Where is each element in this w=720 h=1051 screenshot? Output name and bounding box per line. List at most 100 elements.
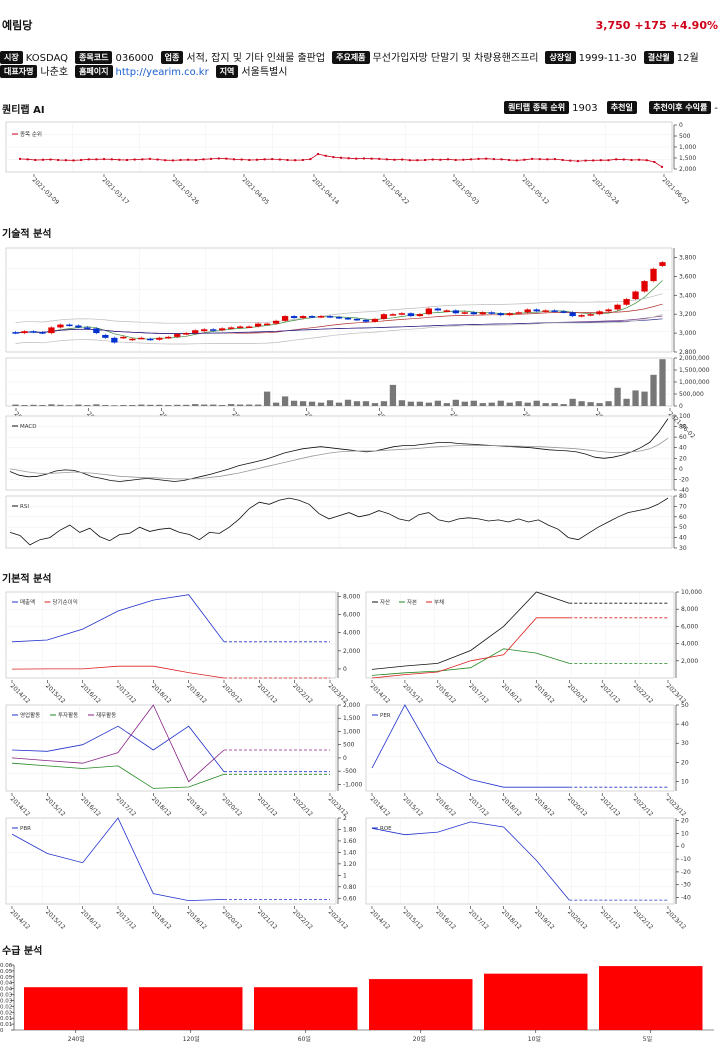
volume-bar (569, 398, 576, 406)
band-line (15, 293, 663, 324)
candle-body (192, 330, 199, 334)
candle-body (542, 310, 549, 312)
candle-body (317, 316, 325, 318)
y-tick-label: 30 (679, 545, 687, 552)
roe-x-label: 2021/12 (599, 908, 622, 931)
volume-bar (192, 404, 199, 406)
volume-bar (21, 405, 28, 406)
roe-x-label: 2016/12 (434, 908, 457, 931)
y-tick-label: -30 (681, 882, 691, 889)
candle-body (344, 317, 352, 320)
roe-x-label: 2020/12 (566, 908, 589, 931)
info-tag: 주요제품 (332, 51, 370, 64)
candle-body (497, 313, 504, 316)
candle-body (84, 327, 91, 329)
legend-label: 자본 (407, 598, 417, 606)
per-x-label: 2017/12 (467, 795, 490, 818)
candle-body (461, 312, 468, 314)
per-x-label: 2022/12 (632, 795, 655, 818)
info-value: 무선가입자망 단말기 및 차량용핸즈프리 (372, 53, 539, 64)
legend-label: 당기순이익 (53, 598, 78, 606)
candle-body (470, 312, 477, 315)
macd-series-line (9, 418, 669, 482)
per-x-label: 2016/12 (434, 795, 457, 818)
y-tick-label: 10 (681, 778, 689, 785)
quant-ret-tag: 추천이후 수익률 (649, 101, 712, 114)
band-line (15, 314, 663, 345)
candle-body (57, 324, 64, 328)
quant-rank-tag: 퀀티랩 종목 순위 (504, 101, 570, 114)
candle-body (605, 309, 612, 312)
supply-y-tick-label: 0.03 (0, 998, 13, 1004)
roe-x-label: 2018/12 (500, 908, 523, 931)
candle-body (93, 328, 100, 334)
volume-bar (263, 391, 271, 406)
candle-body (75, 325, 82, 328)
y-tick-label: 30 (681, 740, 689, 747)
sales-x-label: 2022/12 (291, 682, 314, 705)
supply-y-tick-label: 0.06 (0, 963, 13, 969)
candle-body (560, 311, 567, 313)
pbr-x-label: 2017/12 (115, 908, 138, 931)
per-x-label: 2014/12 (369, 795, 392, 818)
info-row-1: 시장 KOSDAQ 종목코드 036000 업종 서적, 잡지 및 기타 인쇄물 출판업 주… (0, 51, 706, 66)
candle-body (174, 334, 181, 337)
homepage-link[interactable]: http://yearim.co.kr (115, 67, 209, 78)
candle-body (479, 312, 486, 315)
volume-bar (129, 405, 136, 406)
cashflow-chart-panel (5, 704, 337, 792)
candle-body (551, 310, 558, 312)
sales-series-line (11, 594, 225, 643)
y-tick-label: 20 (679, 455, 687, 462)
roe-chart-panel (365, 817, 675, 905)
y-tick-label: 500 (679, 133, 691, 140)
info-tag: 대표자명 (0, 65, 38, 78)
supply-y-tick-label: 0.03 (0, 993, 13, 999)
sales-x-label: 2018/12 (150, 682, 173, 705)
assets-x-label: 2015/12 (401, 682, 424, 705)
sales-series-line (11, 665, 225, 679)
candle-body (263, 323, 271, 326)
volume-bar (506, 402, 513, 406)
y-tick-label: -500 (343, 768, 357, 775)
volume-bar (147, 404, 154, 406)
volume-bar (93, 404, 100, 406)
y-tick-label: 3,600 (679, 273, 696, 280)
y-tick-label: 40 (679, 535, 687, 542)
candle-body (120, 336, 127, 339)
assets-series-line (371, 617, 570, 679)
volume-bar (650, 374, 657, 406)
y-tick-label: 2,000 (679, 166, 696, 173)
info-tag: 결산월 (643, 51, 674, 64)
volume-bar (57, 404, 64, 406)
rank-x-label: 2021-03-17 (101, 176, 131, 206)
volume-bar (326, 400, 334, 406)
volume-bar (165, 405, 172, 406)
y-tick-label: 40 (681, 721, 689, 728)
volume-bar (245, 404, 253, 406)
y-tick-label: 80 (679, 493, 687, 500)
y-tick-label: 3,400 (679, 292, 696, 299)
volume-bar (533, 400, 540, 406)
volume-bar (66, 405, 73, 406)
volume-bar (587, 402, 594, 406)
volume-bar (75, 404, 82, 406)
rank-x-label: 2021-03-26 (171, 176, 201, 206)
candle-body (434, 308, 441, 311)
candle-body (66, 324, 73, 327)
volume-bar (120, 405, 127, 406)
roe-x-label: 2022/12 (632, 908, 655, 931)
volume-bar (272, 402, 280, 406)
candle-body (183, 333, 190, 335)
volume-bar (542, 403, 549, 406)
assets-x-label: 2017/12 (467, 682, 490, 705)
y-tick-label: 4,000 (343, 630, 360, 637)
info-row-2: 대표자명 나춘호 홈페이지 http://yearim.co.kr 지역 서울특별시 (0, 65, 294, 80)
y-tick-label: 1.60 (343, 838, 357, 845)
info-tag: 업종 (160, 51, 184, 64)
volume-bar (398, 400, 406, 406)
volume-bar (84, 405, 91, 406)
candle-body (362, 319, 370, 322)
supply-x-label: 5일 (643, 1035, 652, 1043)
roe-series-line (371, 821, 570, 901)
